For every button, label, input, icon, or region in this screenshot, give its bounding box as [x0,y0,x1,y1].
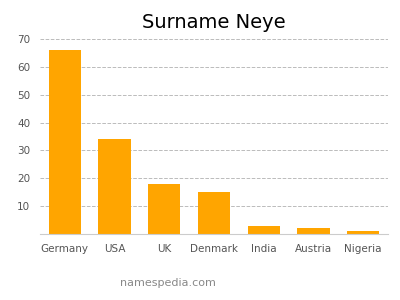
Bar [297,228,330,234]
Title: Surname Neye: Surname Neye [142,13,286,32]
Bar [49,50,81,234]
Bar [198,192,230,234]
Bar [148,184,180,234]
Bar [248,226,280,234]
Text: namespedia.com: namespedia.com [120,278,216,288]
Bar [347,231,379,234]
Bar [98,139,131,234]
